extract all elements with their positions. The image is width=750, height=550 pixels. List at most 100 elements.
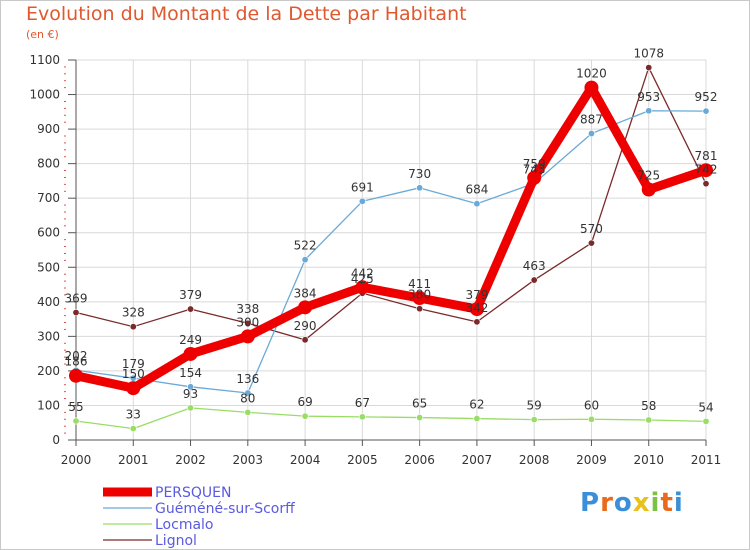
legend-label: Guéméné-sur-Scorff <box>155 501 295 517</box>
data-label: 300 <box>236 315 259 329</box>
data-point <box>187 383 195 391</box>
data-label: 742 <box>695 163 718 177</box>
data-label: 62 <box>469 398 484 412</box>
data-point <box>129 425 137 433</box>
data-label: 59 <box>527 399 542 413</box>
y-tick-label: 700 <box>37 191 60 205</box>
data-point <box>183 346 198 361</box>
data-label: 684 <box>465 183 488 197</box>
series-line <box>71 83 711 393</box>
data-point <box>240 329 255 344</box>
y-tick-label: 500 <box>37 260 60 274</box>
data-label: 58 <box>641 399 656 413</box>
data-label: 80 <box>240 391 255 405</box>
legend-label: PERSQUEN <box>155 485 232 501</box>
legend-label: Lignol <box>155 533 197 549</box>
data-point <box>584 80 599 95</box>
x-tick-label: 2005 <box>347 453 378 467</box>
legend-label: Locmalo <box>155 517 214 533</box>
data-label: 759 <box>523 157 546 171</box>
data-point <box>473 200 481 208</box>
x-tick-label: 2011 <box>691 453 722 467</box>
data-label: 150 <box>122 367 145 381</box>
data-point <box>301 336 309 344</box>
x-tick-label: 2006 <box>404 453 435 467</box>
chart-unit-label: (en €) <box>26 28 59 41</box>
data-label: 379 <box>465 288 488 302</box>
y-tick-label: 1000 <box>29 88 60 102</box>
data-point <box>416 414 424 422</box>
x-tick-label: 2000 <box>61 453 92 467</box>
data-label: 69 <box>297 395 312 409</box>
data-label: 328 <box>122 306 145 320</box>
data-point <box>72 417 80 425</box>
data-label: 380 <box>408 288 431 302</box>
data-label: 522 <box>294 239 317 253</box>
data-point <box>641 182 656 197</box>
data-point <box>72 309 80 317</box>
data-label: 425 <box>351 272 374 286</box>
y-tick-label: 600 <box>37 226 60 240</box>
data-point <box>530 416 538 424</box>
chart-title: Evolution du Montant de la Dette par Hab… <box>26 3 467 25</box>
data-point <box>298 300 313 315</box>
x-tick-label: 2010 <box>633 453 664 467</box>
data-label: 725 <box>637 169 660 183</box>
y-tick-label: 100 <box>37 398 60 412</box>
x-tick-label: 2008 <box>519 453 550 467</box>
data-label: 463 <box>523 259 546 273</box>
data-point <box>412 291 427 306</box>
data-point <box>530 276 538 284</box>
x-tick-label: 2009 <box>576 453 607 467</box>
series-lignol <box>72 64 710 344</box>
series-line <box>75 66 707 341</box>
data-label: 186 <box>65 355 88 369</box>
data-point <box>187 305 195 313</box>
data-point <box>244 389 252 397</box>
data-label: 379 <box>179 288 202 302</box>
y-tick-label: 1100 <box>29 53 60 67</box>
data-point <box>702 107 710 115</box>
data-label: 952 <box>695 90 718 104</box>
data-label: 691 <box>351 180 374 194</box>
data-label: 781 <box>695 149 718 163</box>
x-tick-label: 2002 <box>175 453 206 467</box>
y-tick-label: 200 <box>37 364 60 378</box>
y-tick-label: 0 <box>52 433 60 447</box>
y-tick-label: 300 <box>37 329 60 343</box>
data-label: 179 <box>122 357 145 371</box>
data-point <box>301 412 309 420</box>
x-tick-label: 2001 <box>118 453 149 467</box>
data-label: 136 <box>236 372 259 386</box>
data-point <box>645 64 653 72</box>
data-label: 67 <box>355 396 370 410</box>
x-tick-label: 2004 <box>290 453 321 467</box>
data-point <box>244 408 252 416</box>
data-point <box>702 180 710 188</box>
data-point <box>473 415 481 423</box>
data-label: 953 <box>637 90 660 104</box>
data-point <box>587 415 595 423</box>
data-label: 342 <box>465 301 488 315</box>
data-point <box>416 305 424 313</box>
series-line <box>75 110 707 394</box>
data-point <box>358 197 366 205</box>
data-point <box>244 319 252 327</box>
data-point <box>129 323 137 331</box>
data-label: 570 <box>580 222 603 236</box>
data-label: 55 <box>68 400 83 414</box>
grid: 0 100 200 300 400 500 600 700 800 900 1000 1100 2000… <box>29 53 721 467</box>
data-label: 290 <box>294 319 317 333</box>
data-label: 1020 <box>576 67 607 81</box>
data-label: 33 <box>126 408 141 422</box>
data-label: 730 <box>408 167 431 181</box>
data-label: 743 <box>523 162 546 176</box>
data-point <box>645 107 653 115</box>
y-tick-label: 800 <box>37 157 60 171</box>
data-point <box>469 302 484 317</box>
data-label: 65 <box>412 397 427 411</box>
data-point <box>358 413 366 421</box>
data-label: 1078 <box>633 47 664 61</box>
data-label: 54 <box>698 400 713 414</box>
